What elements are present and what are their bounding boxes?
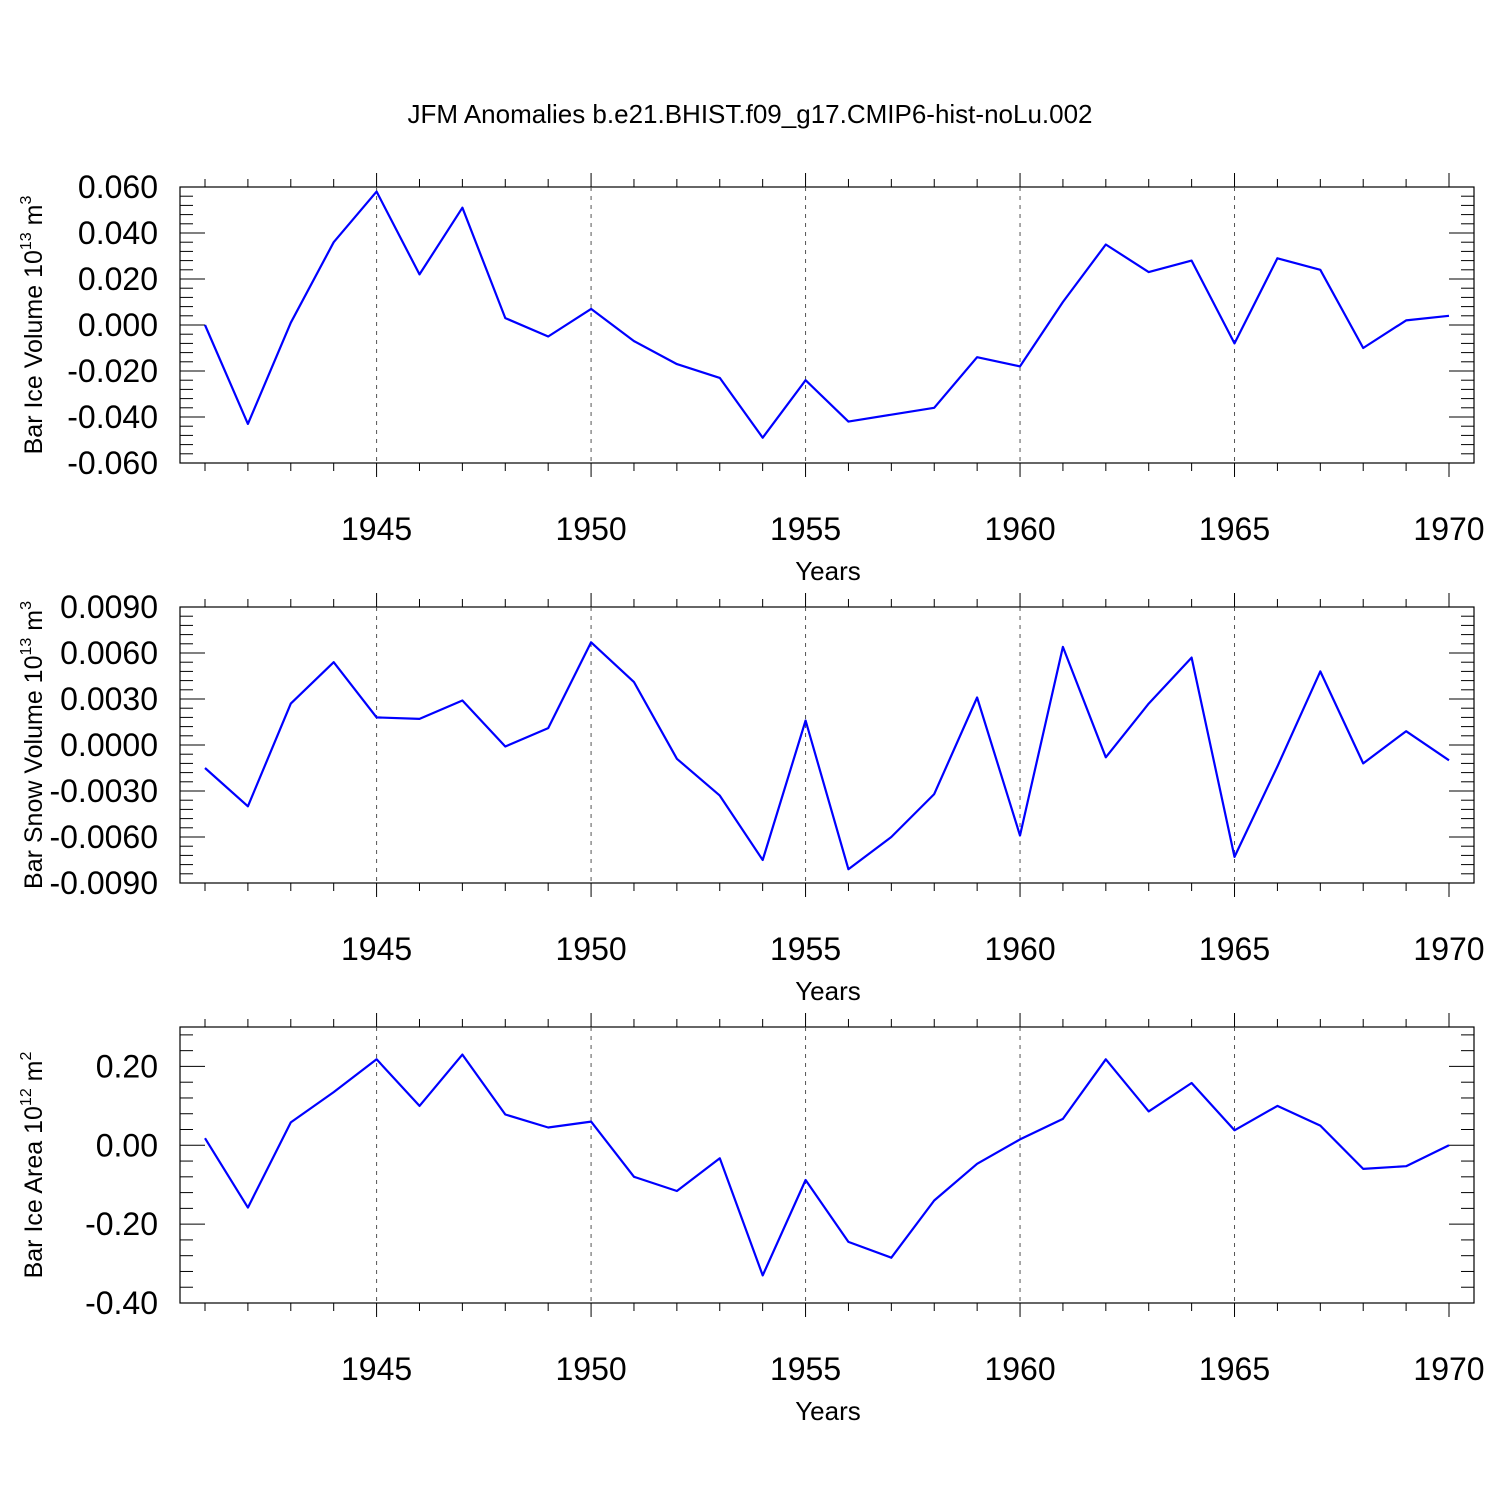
y-tick-label: 0.040 xyxy=(78,215,158,251)
x-tick-label: 1965 xyxy=(1199,511,1270,547)
y-axis-label-unit: m xyxy=(20,205,48,233)
x-tick-label: 1955 xyxy=(770,1351,841,1387)
y-tick-label: -0.060 xyxy=(67,445,158,481)
y-tick-label: 0.00 xyxy=(96,1127,158,1163)
x-tick-label: 1960 xyxy=(984,1351,1055,1387)
plot-frame xyxy=(179,606,1475,884)
y-tick-label: 0.000 xyxy=(78,307,158,343)
y-axis-label: Bar Ice Volume 1013 m3 xyxy=(18,196,48,455)
y-tick-label: 0.20 xyxy=(96,1048,158,1084)
y-tick-label: -0.0090 xyxy=(49,865,158,901)
y-axis-label-exponent: 13 xyxy=(18,638,35,656)
y-axis-label-unit: m xyxy=(20,1061,48,1089)
series-line xyxy=(204,641,1450,871)
chart-title: JFM Anomalies b.e21.BHIST.f09_g17.CMIP6-… xyxy=(407,99,1092,129)
x-axis-label: Years xyxy=(795,1396,861,1426)
x-tick-label: 1955 xyxy=(770,931,841,967)
y-axis-label-text: Bar Snow Volume 10 xyxy=(20,656,48,889)
y-tick-label: 0.0000 xyxy=(60,727,158,763)
x-tick-label: 1945 xyxy=(341,931,412,967)
y-tick-label: -0.040 xyxy=(67,399,158,435)
y-axis-label-text: Bar Ice Volume 10 xyxy=(20,250,48,454)
x-tick-label: 1950 xyxy=(555,931,626,967)
y-axis-label-unit-exponent: 3 xyxy=(18,601,35,610)
y-tick-label: 0.0060 xyxy=(60,635,158,671)
x-tick-label: 1950 xyxy=(555,511,626,547)
y-tick-label: -0.40 xyxy=(85,1285,158,1321)
plot-frame xyxy=(179,186,1475,464)
series-line xyxy=(203,190,1450,439)
x-tick-label: 1970 xyxy=(1413,511,1484,547)
y-tick-label: 0.0030 xyxy=(60,681,158,717)
y-axis-label-unit-exponent: 3 xyxy=(18,196,35,205)
y-tick-label: 0.020 xyxy=(78,261,158,297)
y-tick-label: -0.0030 xyxy=(49,773,158,809)
plot-frame xyxy=(179,1026,1475,1304)
x-tick-label: 1960 xyxy=(984,511,1055,547)
x-tick-label: 1960 xyxy=(984,931,1055,967)
y-axis-label-unit-exponent: 2 xyxy=(18,1052,35,1061)
y-tick-label: 0.060 xyxy=(78,169,158,205)
x-tick-label: 1965 xyxy=(1199,931,1270,967)
panel-1: -0.060 -0.040 -0.020 0.000 0.020 0.040 0.060 19… xyxy=(18,169,1485,586)
y-axis-label: Bar Ice Area 1012 m2 xyxy=(18,1052,48,1279)
y-axis-label-exponent: 12 xyxy=(18,1088,35,1106)
y-tick-label: 0.0090 xyxy=(60,589,158,625)
y-axis-label-exponent: 13 xyxy=(18,232,35,250)
y-tick-label: -0.0060 xyxy=(49,819,158,855)
panel-2: -0.0090 -0.0060 -0.0030 0.0000 0.0030 0.0060 0… xyxy=(18,589,1485,1006)
x-tick-label: 1970 xyxy=(1413,1351,1484,1387)
y-tick-label: -0.020 xyxy=(67,353,158,389)
x-tick-label: 1945 xyxy=(341,511,412,547)
x-axis-label: Years xyxy=(795,556,861,586)
x-axis-label: Years xyxy=(795,976,861,1006)
x-tick-label: 1945 xyxy=(341,1351,412,1387)
y-tick-label: -0.20 xyxy=(85,1206,158,1242)
x-tick-label: 1955 xyxy=(770,511,841,547)
y-axis-label-unit: m xyxy=(20,610,48,638)
x-tick-label: 1965 xyxy=(1199,1351,1270,1387)
panel-3: -0.40 -0.20 0.00 0.20 1945 1950 1955 1960 1965 19… xyxy=(18,1013,1485,1426)
series-line xyxy=(204,1053,1450,1277)
y-axis-label: Bar Snow Volume 1013 m3 xyxy=(18,601,48,889)
x-tick-label: 1970 xyxy=(1413,931,1484,967)
y-axis-label-text: Bar Ice Area 10 xyxy=(20,1106,48,1278)
x-tick-label: 1950 xyxy=(555,1351,626,1387)
